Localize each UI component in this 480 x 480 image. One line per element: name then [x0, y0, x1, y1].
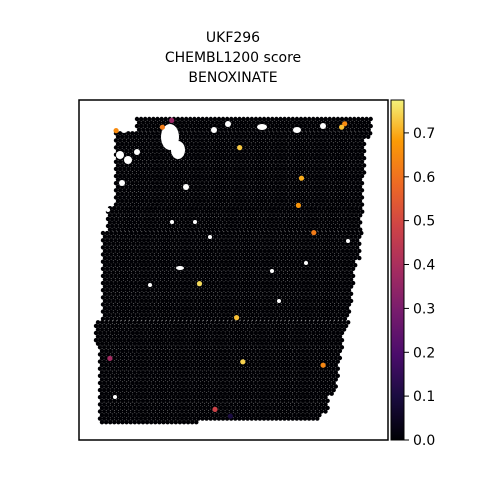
tissue-spot — [357, 256, 361, 260]
title-line-2: CHEMBL1200 score — [165, 50, 301, 66]
tissue-spot — [330, 392, 334, 396]
title-line-3: BENOXINATE — [188, 70, 277, 86]
tissue-spot — [366, 135, 370, 139]
tissue-spots — [94, 117, 373, 425]
title-line-1: UKF296 — [206, 30, 260, 46]
chart-title: UKF296 CHEMBL1200 score BENOXINATE — [165, 30, 301, 86]
